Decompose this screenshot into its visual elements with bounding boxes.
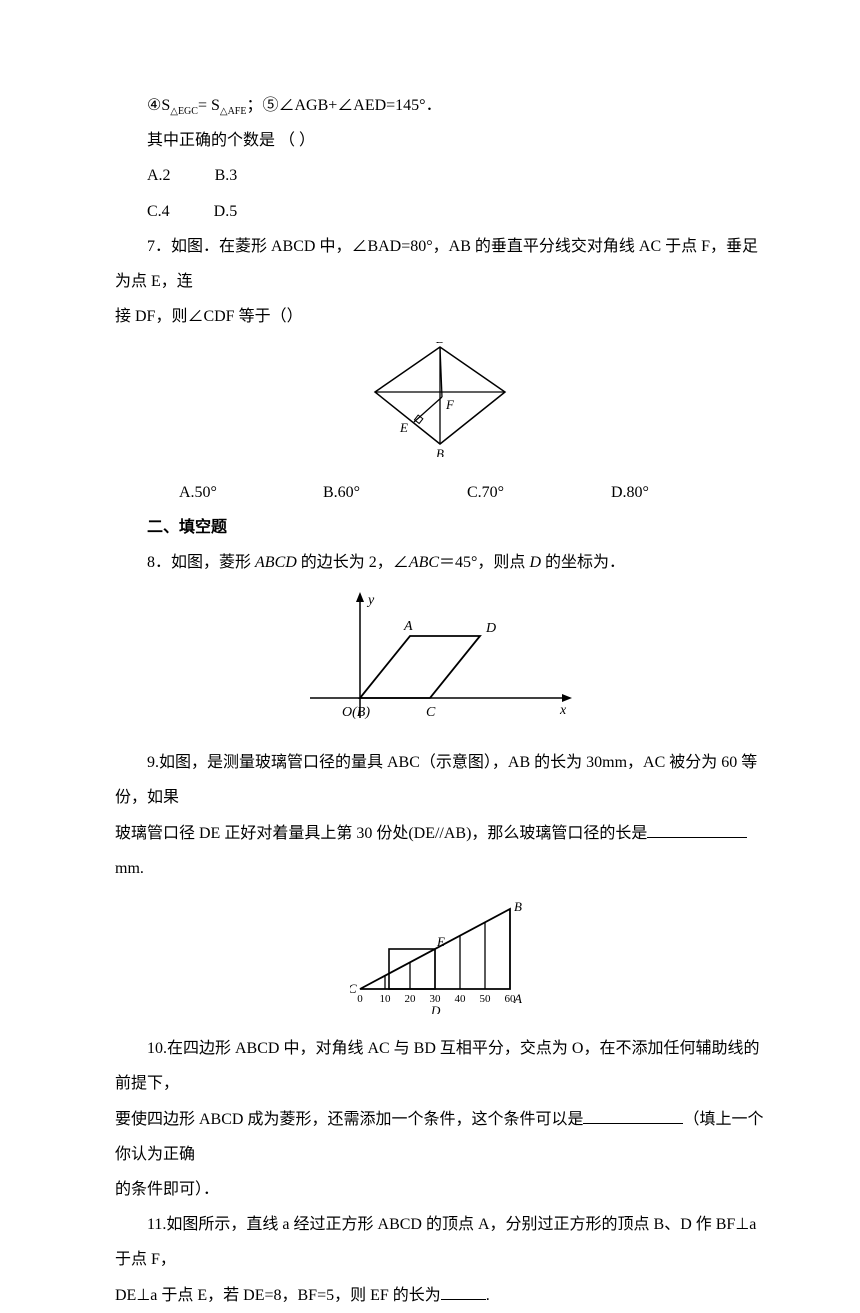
q10-blank[interactable] — [583, 1108, 683, 1124]
svg-text:D: D — [435, 342, 446, 346]
svg-text:50: 50 — [480, 993, 492, 1005]
svg-text:20: 20 — [405, 993, 417, 1005]
svg-text:A: A — [403, 619, 413, 634]
q11-blank[interactable] — [441, 1284, 486, 1300]
q9-text-2: 玻璃管口径 DE 正好对着量具上第 30 份处(DE//AB)，那么玻璃管口径的… — [115, 816, 765, 886]
q8-text: 8．如图，菱形 ABCD 的边长为 2，∠ABC＝45°，则点 D 的坐标为． — [115, 545, 765, 580]
svg-text:E: E — [436, 934, 445, 949]
svg-text:x: x — [559, 703, 567, 718]
q7-text-1: 7．如图．在菱形 ABCD 中，∠BAD=80°，AB 的垂直平分线交对角线 A… — [115, 229, 765, 299]
q7-opt-b[interactable]: B.60° — [291, 475, 431, 510]
svg-text:E: E — [399, 420, 408, 435]
svg-text:D: D — [430, 1003, 441, 1014]
svg-text:0: 0 — [357, 993, 363, 1005]
svg-text:C: C — [426, 705, 436, 720]
q7-options: A.50° B.60° C.70° D.80° — [115, 475, 765, 510]
q6-opt-b[interactable]: B.3 — [215, 167, 238, 184]
section-2-heading: 二、填空题 — [115, 510, 765, 545]
q6-opt-a[interactable]: A.2 — [147, 167, 171, 184]
svg-text:F: F — [445, 397, 455, 412]
q10-text-1: 10.在四边形 ABCD 中，对角线 AC 与 BD 互相平分，交点为 O，在不… — [115, 1031, 765, 1101]
svg-text:y: y — [366, 593, 375, 608]
q9-figure: 0102030405060 A B C D E — [115, 894, 765, 1027]
q10-text-2: 要使四边形 ABCD 成为菱形，还需添加一个条件，这个条件可以是（填上一个你认为… — [115, 1102, 765, 1172]
svg-text:B: B — [514, 899, 522, 914]
svg-text:D: D — [485, 621, 496, 636]
q7-figure: A B C D E F — [115, 342, 765, 470]
svg-text:B: B — [436, 446, 444, 457]
q6-statement-4-5: ④S△EGC= S△AFE；⑤∠AGB+∠AED=145°． — [115, 88, 765, 123]
q6-opt-d[interactable]: D.5 — [214, 203, 238, 220]
svg-text:A: A — [513, 991, 522, 1006]
q11-text-2: DE⊥a 于点 E，若 DE=8，BF=5，则 EF 的长为. — [115, 1278, 765, 1313]
q7-opt-c[interactable]: C.70° — [435, 475, 575, 510]
q9-text-1: 9.如图，是测量玻璃管口径的量具 ABC（示意图），AB 的长为 30mm，AC… — [115, 745, 765, 815]
svg-text:O(B): O(B) — [342, 705, 370, 720]
svg-text:40: 40 — [455, 993, 467, 1005]
svg-text:C: C — [350, 981, 357, 996]
q9-blank[interactable] — [647, 822, 747, 838]
q6-options-row1: A.2 B.3 — [115, 158, 765, 193]
q7-opt-d[interactable]: D.80° — [579, 475, 649, 510]
q6-opt-c[interactable]: C.4 — [147, 203, 170, 220]
q6-prompt: 其中正确的个数是 （ ） — [115, 123, 765, 158]
q7-opt-a[interactable]: A.50° — [147, 475, 287, 510]
q10-text-3: 的条件即可）． — [115, 1172, 765, 1207]
q8-figure: y x O(B) C A D — [115, 588, 765, 741]
svg-text:10: 10 — [380, 993, 392, 1005]
q6-options-row2: C.4 D.5 — [115, 194, 765, 229]
q7-text-2: 接 DF，则∠CDF 等于（） — [115, 299, 765, 334]
q11-text-1: 11.如图所示，直线 a 经过正方形 ABCD 的顶点 A，分别过正方形的顶点 … — [115, 1207, 765, 1277]
